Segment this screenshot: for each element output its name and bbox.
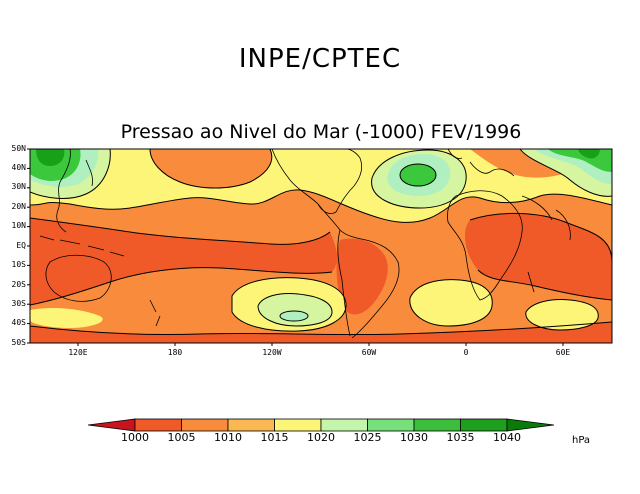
- lon-label-60w: 60W: [361, 348, 377, 357]
- lat-label-eq: EQ: [16, 241, 26, 250]
- coastlines: [39, 149, 571, 339]
- colorbar-label-1005: 1005: [167, 431, 196, 444]
- colorbar-label-1040: 1040: [493, 431, 521, 444]
- colorbar-bin-3: [227, 418, 275, 432]
- field-1020-south-pacific: [258, 293, 332, 326]
- map-subtitle: Pressao ao Nivel do Mar (-1000) FEV/1996: [120, 121, 522, 143]
- colorbar-over-arrow: [506, 418, 555, 432]
- colorbar-label-1015: 1015: [260, 431, 289, 444]
- lon-label-0: 0: [463, 348, 469, 357]
- lat-label-10n: 10N: [11, 221, 26, 230]
- lat-label-40s: 40S: [11, 318, 26, 327]
- field-1035-north-pacific-west: [36, 149, 65, 166]
- field-1005-tropics: [30, 218, 338, 305]
- colorbar-bin-6: [367, 418, 415, 432]
- colorbar: [87, 418, 555, 432]
- colorbar-label-1035: 1035: [446, 431, 475, 444]
- field-1030-north-atlantic: [400, 164, 436, 186]
- colorbar-bin-2: [181, 418, 229, 432]
- lat-label-30s: 30S: [11, 299, 26, 308]
- field-1025-south-pacific: [280, 311, 308, 321]
- colorbar-label-1010: 1010: [214, 431, 242, 444]
- field-1005-south: [30, 322, 612, 343]
- colorbar-bin-5: [320, 418, 368, 432]
- contour-lines: [30, 149, 612, 336]
- field-1015-tasman: [30, 308, 103, 328]
- colorbar-bin-8: [460, 418, 508, 432]
- lat-label-20s: 20S: [11, 280, 26, 289]
- lon-ticks: [77, 343, 564, 346]
- pressure-field: [30, 149, 612, 343]
- colorbar-under-arrow: [87, 418, 136, 432]
- field-1015-south-atlantic: [409, 279, 493, 326]
- lat-ticks: [27, 148, 30, 344]
- field-1010-north-pacific: [150, 149, 272, 188]
- lat-label-30n: 30N: [11, 182, 26, 191]
- lat-label-10s: 10S: [11, 260, 26, 269]
- colorbar-label-1000: 1000: [121, 431, 149, 444]
- colorbar-bin-4: [274, 418, 322, 432]
- lon-label-120w: 120W: [262, 348, 282, 357]
- field-1005-africa: [464, 213, 612, 300]
- field-1035-asia-east: [578, 149, 600, 159]
- field-1015-south-indian: [525, 299, 599, 330]
- lon-label-180: 180: [167, 348, 183, 357]
- colorbar-label-1025: 1025: [353, 431, 382, 444]
- colorbar-label-1020: 1020: [307, 431, 335, 444]
- lon-label-120e: 120E: [68, 348, 88, 357]
- colorbar-bin-1: [134, 418, 182, 432]
- colorbar-label-1030: 1030: [400, 431, 428, 444]
- lon-label-60e: 60E: [555, 348, 571, 357]
- field-1005-south-america: [336, 238, 388, 315]
- page-title: INPE/CPTEC: [238, 44, 402, 74]
- colorbar-unit: hPa: [572, 435, 591, 446]
- lat-label-50s: 50S: [11, 338, 26, 347]
- colorbar-bin-7: [413, 418, 461, 432]
- lat-label-50n: 50N: [11, 144, 26, 153]
- lat-label-40n: 40N: [11, 163, 26, 172]
- lat-label-20n: 20N: [11, 202, 26, 211]
